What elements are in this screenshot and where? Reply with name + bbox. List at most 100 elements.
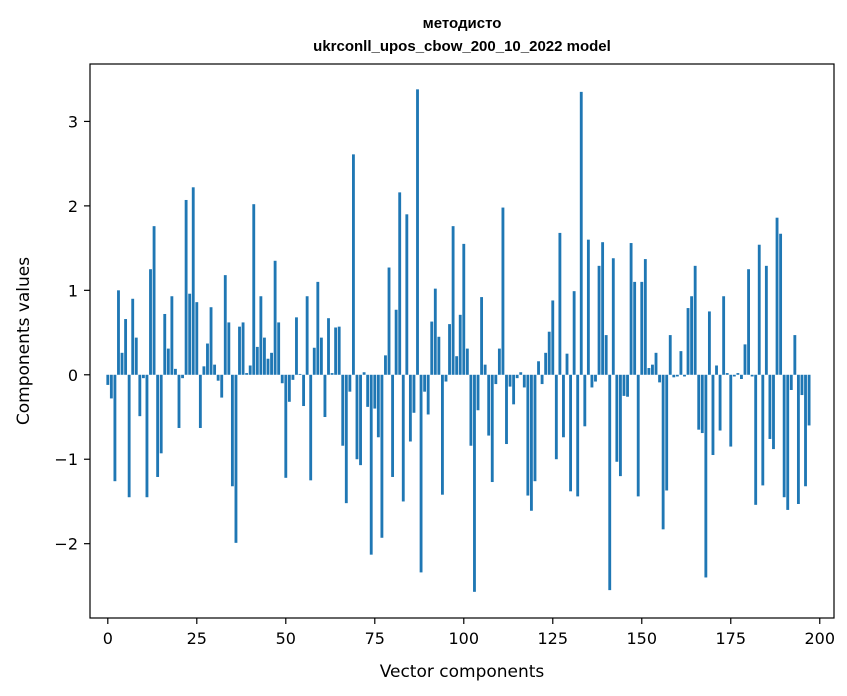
bar [270,352,273,375]
bar [145,374,149,498]
bar [565,353,569,375]
bar [245,373,249,375]
bar [722,296,726,375]
bar [551,300,555,375]
x-tick-label: 125 [538,629,569,648]
bar [341,374,345,446]
x-tick-label: 150 [626,629,657,648]
bar [362,372,366,375]
bar [786,374,790,510]
bar [473,374,476,592]
bar [127,374,131,498]
bar [807,374,811,426]
bar [280,374,284,384]
bar [750,374,754,377]
bar [747,269,750,375]
bar [156,374,160,477]
bar [594,374,597,382]
bar [213,364,217,375]
bar [181,374,184,379]
bar [384,355,387,375]
bar [544,352,548,375]
bar [284,374,288,478]
bar [152,226,156,375]
bar [448,324,451,375]
bar [697,374,701,430]
y-tick-label: −1 [54,450,78,469]
bar [768,374,772,439]
bar [295,317,298,375]
bar [693,265,697,375]
x-axis-label: Vector components [380,662,545,682]
bar [668,335,672,375]
bar [779,233,783,375]
bar [537,361,540,375]
bar [423,374,427,392]
bar [700,374,704,434]
bar [334,327,338,375]
bar [223,275,227,375]
bar [754,374,758,505]
bar [273,260,277,375]
bar [255,346,259,375]
bar [106,374,110,385]
y-axis-ticks: −2 −1 0 1 2 3 [54,112,90,554]
bar [444,374,448,382]
bar [316,281,320,375]
bar [248,365,252,375]
bar [800,374,804,396]
bar [327,318,330,375]
bar [131,298,135,375]
bar [529,374,533,511]
bar [515,374,519,379]
bar [487,374,491,436]
bar [234,374,238,543]
bar [344,374,348,504]
bar [686,308,690,375]
bar [764,265,768,375]
bar [508,374,512,387]
bar [494,374,498,385]
bar [604,335,608,375]
bar [277,322,281,375]
bar [366,374,370,407]
bar [202,366,206,375]
bar [796,374,800,504]
bar [163,313,167,375]
bar [626,374,629,397]
x-tick-label: 200 [804,629,835,648]
bar [376,374,380,438]
bar [757,244,761,375]
y-tick-label: 0 [68,366,78,385]
bar [647,368,651,375]
bar [586,239,590,375]
bar [547,331,551,375]
bar [579,91,583,375]
bar [558,232,562,375]
bar [533,374,537,482]
bar [462,243,466,375]
bar [715,365,718,375]
bar [793,335,797,375]
bar [416,89,419,375]
bar [501,207,505,375]
bar [526,374,530,496]
bar [149,269,152,375]
bar [259,296,263,375]
bar [661,374,665,530]
bar [230,374,234,487]
bar [654,352,658,375]
bar [369,374,373,555]
bar [465,348,469,375]
plot-area-frame [89,63,835,619]
bar [633,281,637,375]
bar [401,374,405,502]
bar [562,374,565,438]
chart-title-line-2: ukrconll_upos_cbow_200_10_2022 model [313,38,611,55]
bar [665,374,669,491]
bar [583,374,587,427]
bar [622,374,626,396]
bar [743,344,747,375]
bar [241,322,245,375]
bar [330,373,334,375]
